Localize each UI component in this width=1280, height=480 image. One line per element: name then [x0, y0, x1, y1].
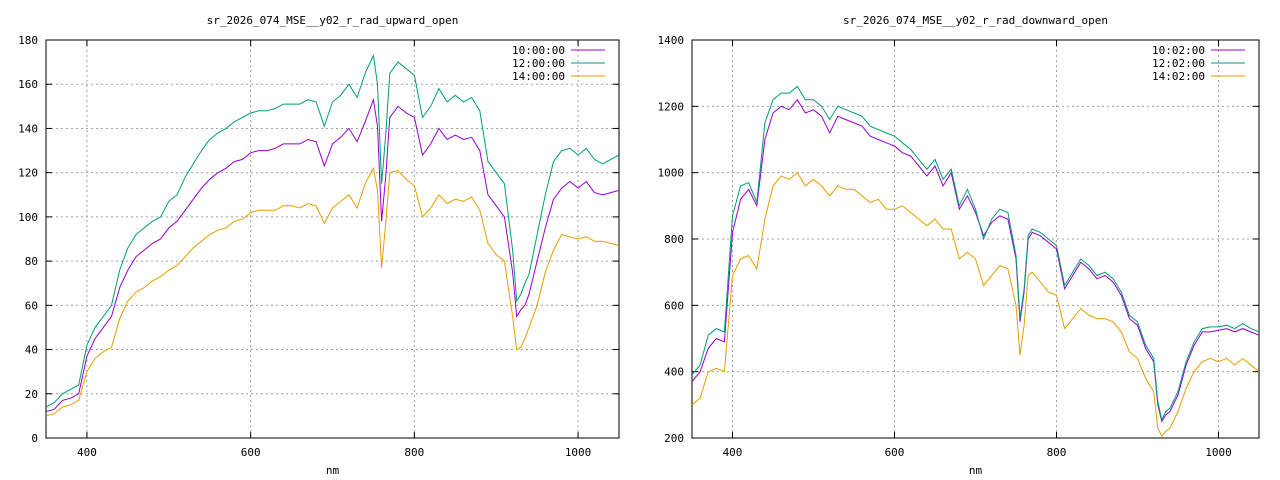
- series-line-1: [46, 97, 619, 412]
- chart-title: sr_2026_074_MSE__y02_r_rad_downward_open: [843, 14, 1108, 27]
- legend-label-2: 12:00:00: [512, 57, 565, 70]
- chart-title: sr_2026_074_MSE__y02_r_rad_upward_open: [207, 14, 459, 27]
- x-axis-label: nm: [326, 464, 340, 477]
- chart-1: 0 20 40 60 80 100 120 140 160 180 400 600 800 1000 sr_…: [18, 14, 620, 477]
- x-tick-label: 800: [404, 446, 424, 459]
- legend-label-3: 14:00:00: [512, 70, 565, 83]
- y-tick-label: 200: [664, 432, 684, 445]
- series-line-3: [46, 166, 619, 417]
- y-tick-label: 80: [25, 255, 38, 268]
- x-tick-label: 400: [77, 446, 97, 459]
- series-line-2: [46, 53, 619, 408]
- y-tick-label: 400: [664, 366, 684, 379]
- x-tick-label: 1000: [1205, 446, 1232, 459]
- y-tick-label: 120: [18, 167, 38, 180]
- y-tick-label: 180: [18, 34, 38, 47]
- y-tick-label: 160: [18, 78, 38, 91]
- x-axis-label: nm: [969, 464, 983, 477]
- y-tick-label: 20: [25, 388, 38, 401]
- x-tick-label: 600: [885, 446, 905, 459]
- y-tick-label: 1200: [658, 100, 685, 113]
- y-tick-label: 140: [18, 122, 38, 135]
- legend-label-3: 14:02:00: [1152, 70, 1205, 83]
- chart-2: 200 400 600 800 1000 1200 1400 400 600 800 1000 sr_…: [658, 14, 1260, 477]
- plot-frame: [45, 39, 620, 439]
- y-tick-label: 600: [664, 299, 684, 312]
- y-tick-label: 40: [25, 344, 38, 357]
- x-tick-label: 400: [723, 446, 743, 459]
- x-tick-label: 600: [241, 446, 261, 459]
- y-tick-label: 60: [25, 299, 38, 312]
- y-tick-label: 1000: [658, 167, 685, 180]
- x-tick-label: 1000: [565, 446, 592, 459]
- legend-label-1: 10:00:00: [512, 44, 565, 57]
- y-tick-label: 100: [18, 211, 38, 224]
- x-tick-label: 800: [1047, 446, 1067, 459]
- y-tick-label: 800: [664, 233, 684, 246]
- series-line-1: [692, 98, 1259, 423]
- y-tick-label: 0: [31, 432, 38, 445]
- y-tick-label: 1400: [658, 34, 685, 47]
- legend-label-1: 10:02:00: [1152, 44, 1205, 57]
- series-line-2: [692, 85, 1259, 422]
- series-line-3: [692, 171, 1259, 438]
- legend-label-2: 12:02:00: [1152, 57, 1205, 70]
